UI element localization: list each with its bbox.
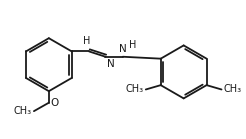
Text: H: H xyxy=(129,40,137,50)
Text: CH₃: CH₃ xyxy=(223,85,242,95)
Text: H: H xyxy=(83,36,90,46)
Text: N: N xyxy=(119,44,127,54)
Text: N: N xyxy=(107,59,115,69)
Text: O: O xyxy=(51,98,59,108)
Text: CH₃: CH₃ xyxy=(126,85,144,95)
Text: CH₃: CH₃ xyxy=(14,106,32,116)
